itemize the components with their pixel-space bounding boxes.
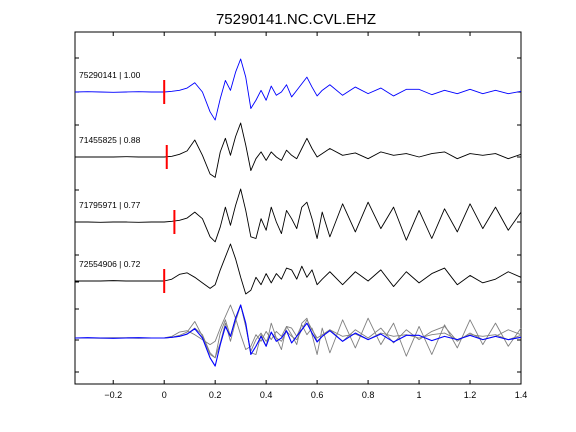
plot-frame [74,31,522,385]
stack-trace-3 [75,304,522,350]
x-tick-label-1: 0 [162,390,167,400]
trace-3 [75,243,522,295]
x-tick-label-3: 0.4 [260,390,273,400]
stack-trace-0 [74,304,522,367]
trace-label-0: 75290141 | 1.00 [79,70,141,80]
x-tick-labels: −0.2 0 0.2 0.4 0.6 0.8 1 1.2 1.4 [104,390,527,400]
pick-markers [163,80,176,293]
x-tick-label-0: −0.2 [104,390,122,400]
x-tick-label-6: 1 [417,390,422,400]
chart-title: 75290141.NC.CVL.EHZ [216,11,376,28]
trace-group [74,58,522,295]
stack-trace-2 [75,304,522,359]
trace-label-2: 71795971 | 0.77 [79,200,141,210]
trace-label-1: 71455825 | 0.88 [79,135,141,145]
x-tick-label-2: 0.2 [209,390,222,400]
stacked-traces [74,304,522,367]
trace-2 [75,188,522,243]
axis-ticks [75,32,522,384]
trace-0 [74,58,522,121]
trace-label-3: 72554906 | 0.72 [79,259,141,269]
trace-labels: 75290141 | 1.00 71455825 | 0.88 71795971 |… [79,70,141,269]
x-tick-label-4: 0.6 [311,390,324,400]
trace-1 [75,122,522,178]
stack-trace-1 [75,304,522,359]
x-tick-label-8: 1.4 [515,390,528,400]
x-tick-label-5: 0.8 [362,390,375,400]
x-tick-label-7: 1.2 [464,390,477,400]
